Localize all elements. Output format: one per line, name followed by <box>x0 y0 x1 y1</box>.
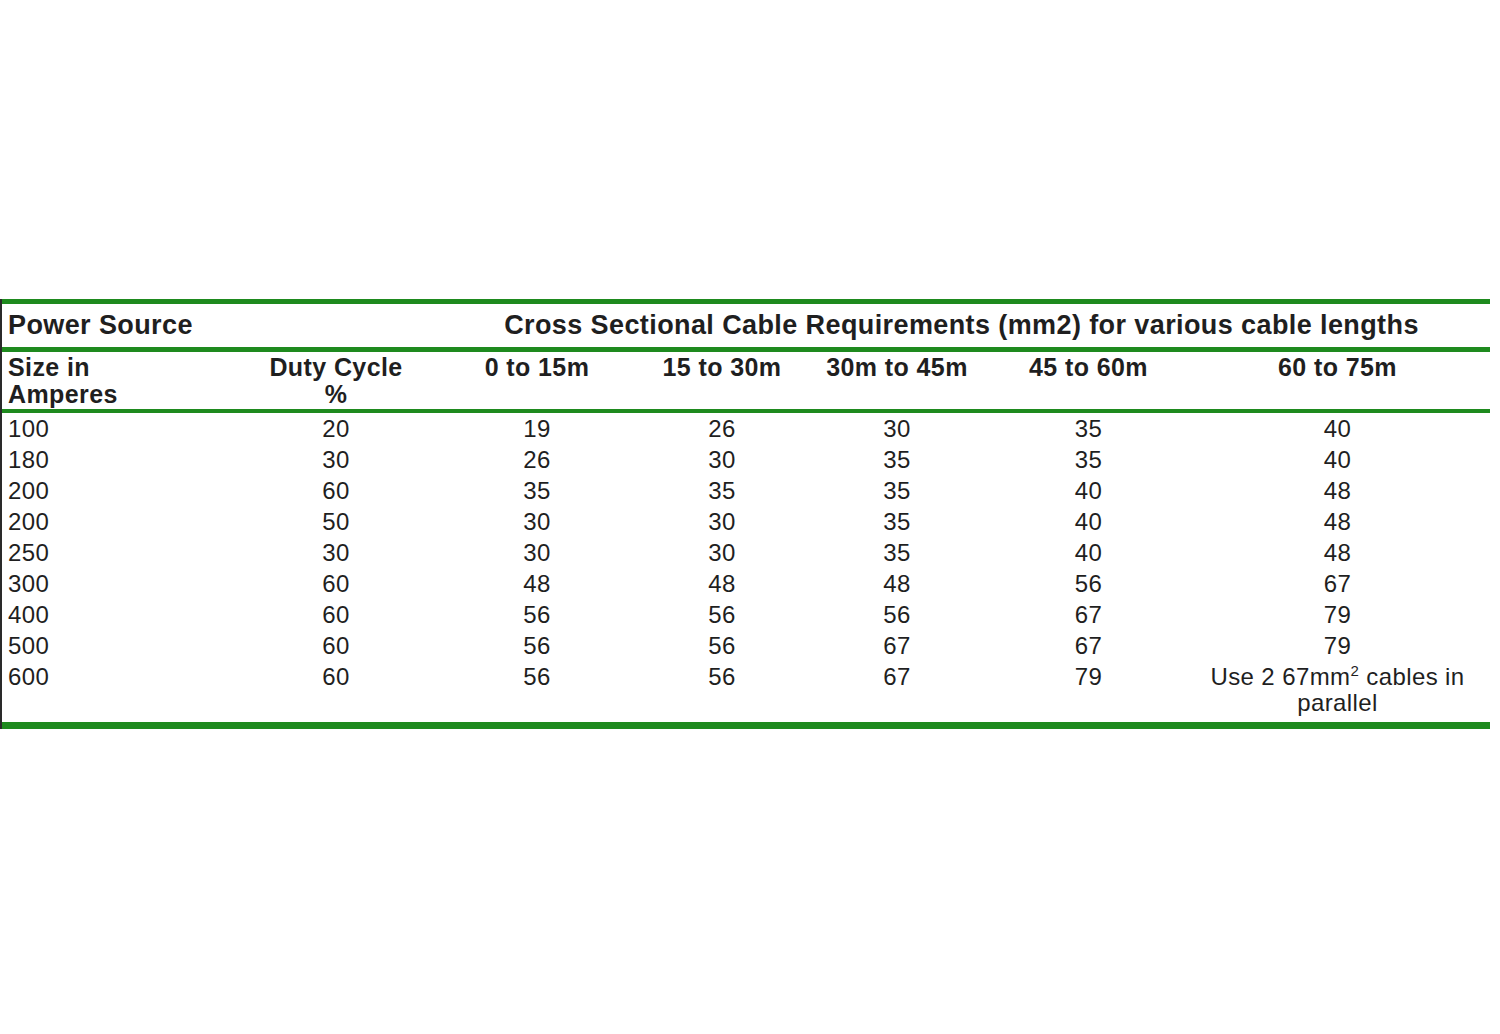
table-cell: 30 <box>240 537 432 568</box>
table-row: 200 60 35 35 35 40 48 <box>0 475 1490 506</box>
table-cell: 200 <box>0 506 240 537</box>
table-cell: 60 <box>240 475 432 506</box>
table-cell: 67 <box>992 630 1185 661</box>
note-text-before-sup: Use 2 67mm <box>1210 663 1350 690</box>
table-row: 200 50 30 30 35 40 48 <box>0 506 1490 537</box>
table-row: 600 60 56 56 67 79 Use 2 67mm2 cables in… <box>0 661 1490 716</box>
table-cell: 40 <box>1185 444 1490 475</box>
table-cell: 30 <box>802 413 992 444</box>
table-cell: 300 <box>0 568 240 599</box>
table-cell: 35 <box>802 444 992 475</box>
table-cell: 35 <box>802 506 992 537</box>
note-superscript: 2 <box>1350 662 1359 679</box>
note-line2: parallel <box>1185 690 1490 716</box>
col-header-45-60m: 45 to 60m <box>992 354 1185 409</box>
table-cell: 56 <box>432 630 642 661</box>
col-header-size: Size in Amperes <box>0 354 240 409</box>
col-header-duty-line2: % <box>240 381 432 408</box>
table-group-header-row: Power Source Cross Sectional Cable Requi… <box>0 304 1490 347</box>
table-cell: 67 <box>802 630 992 661</box>
table-bottom-line <box>0 722 1490 729</box>
table-left-border <box>0 299 2 729</box>
table-cell: 40 <box>992 537 1185 568</box>
table-cell: 35 <box>802 475 992 506</box>
group-header-power-source: Power Source <box>0 310 433 341</box>
col-header-size-line1: Size in <box>8 354 240 381</box>
table-cell: 30 <box>642 444 802 475</box>
note-text-after-sup: cables in <box>1359 663 1464 690</box>
table-cell: 79 <box>1185 630 1490 661</box>
table-cell: 20 <box>240 413 432 444</box>
table-cell: 180 <box>0 444 240 475</box>
table-column-header-row: Size in Amperes Duty Cycle % 0 to 15m 15… <box>0 352 1490 409</box>
table-row: 400 60 56 56 56 67 79 <box>0 599 1490 630</box>
page: Power Source Cross Sectional Cable Requi… <box>0 0 1500 1034</box>
parallel-cables-note: Use 2 67mm2 cables in parallel <box>1185 661 1490 716</box>
table-cell: 56 <box>432 661 642 716</box>
table-cell: 40 <box>992 475 1185 506</box>
table-cell: 79 <box>1185 599 1490 630</box>
table-cell: 56 <box>642 630 802 661</box>
table-cell: 500 <box>0 630 240 661</box>
table-cell: 60 <box>240 630 432 661</box>
table-cell: 35 <box>642 475 802 506</box>
table-cell: 67 <box>1185 568 1490 599</box>
table-cell: 35 <box>802 537 992 568</box>
col-header-0-15m: 0 to 15m <box>432 354 642 409</box>
table-cell: 60 <box>240 661 432 716</box>
table-cell: 56 <box>992 568 1185 599</box>
table-cell: 56 <box>802 599 992 630</box>
table-cell: 60 <box>240 599 432 630</box>
table-cell: 100 <box>0 413 240 444</box>
table-cell: 250 <box>0 537 240 568</box>
table-cell: 30 <box>432 506 642 537</box>
table-row: 250 30 30 30 35 40 48 <box>0 537 1490 568</box>
table-cell: 48 <box>642 568 802 599</box>
table-cell: 30 <box>642 537 802 568</box>
table-cell: 79 <box>992 661 1185 716</box>
table-row: 180 30 26 30 35 35 40 <box>0 444 1490 475</box>
table-cell: 56 <box>642 599 802 630</box>
table-cell: 30 <box>240 444 432 475</box>
table-cell: 48 <box>1185 537 1490 568</box>
table-cell: 48 <box>432 568 642 599</box>
table-row: 100 20 19 26 30 35 40 <box>0 413 1490 444</box>
col-header-size-line2: Amperes <box>8 381 240 408</box>
table-cell: 35 <box>992 413 1185 444</box>
table-cell: 30 <box>432 537 642 568</box>
col-header-60-75m: 60 to 75m <box>1185 354 1490 409</box>
col-header-duty-cycle: Duty Cycle % <box>240 354 432 409</box>
table-cell: 600 <box>0 661 240 716</box>
table-cell: 200 <box>0 475 240 506</box>
cable-requirements-table: Power Source Cross Sectional Cable Requi… <box>0 299 1490 729</box>
table-cell: 26 <box>642 413 802 444</box>
table-cell: 48 <box>1185 506 1490 537</box>
table-cell: 26 <box>432 444 642 475</box>
col-header-duty-line1: Duty Cycle <box>240 354 432 381</box>
table-cell: 40 <box>1185 413 1490 444</box>
table-row: 500 60 56 56 67 67 79 <box>0 630 1490 661</box>
table-cell: 48 <box>802 568 992 599</box>
table-cell: 67 <box>992 599 1185 630</box>
col-header-15-30m: 15 to 30m <box>642 354 802 409</box>
group-header-cross-section: Cross Sectional Cable Requirements (mm2)… <box>433 310 1490 341</box>
table-cell: 30 <box>642 506 802 537</box>
table-cell: 48 <box>1185 475 1490 506</box>
col-header-30-45m: 30m to 45m <box>802 354 992 409</box>
table-cell: 67 <box>802 661 992 716</box>
table-cell: 56 <box>642 661 802 716</box>
table-cell: 35 <box>992 444 1185 475</box>
table-cell: 40 <box>992 506 1185 537</box>
table-cell: 19 <box>432 413 642 444</box>
table-row: 300 60 48 48 48 56 67 <box>0 568 1490 599</box>
table-cell: 60 <box>240 568 432 599</box>
table-cell: 35 <box>432 475 642 506</box>
table-cell: 400 <box>0 599 240 630</box>
table-cell: 56 <box>432 599 642 630</box>
table-cell: 50 <box>240 506 432 537</box>
